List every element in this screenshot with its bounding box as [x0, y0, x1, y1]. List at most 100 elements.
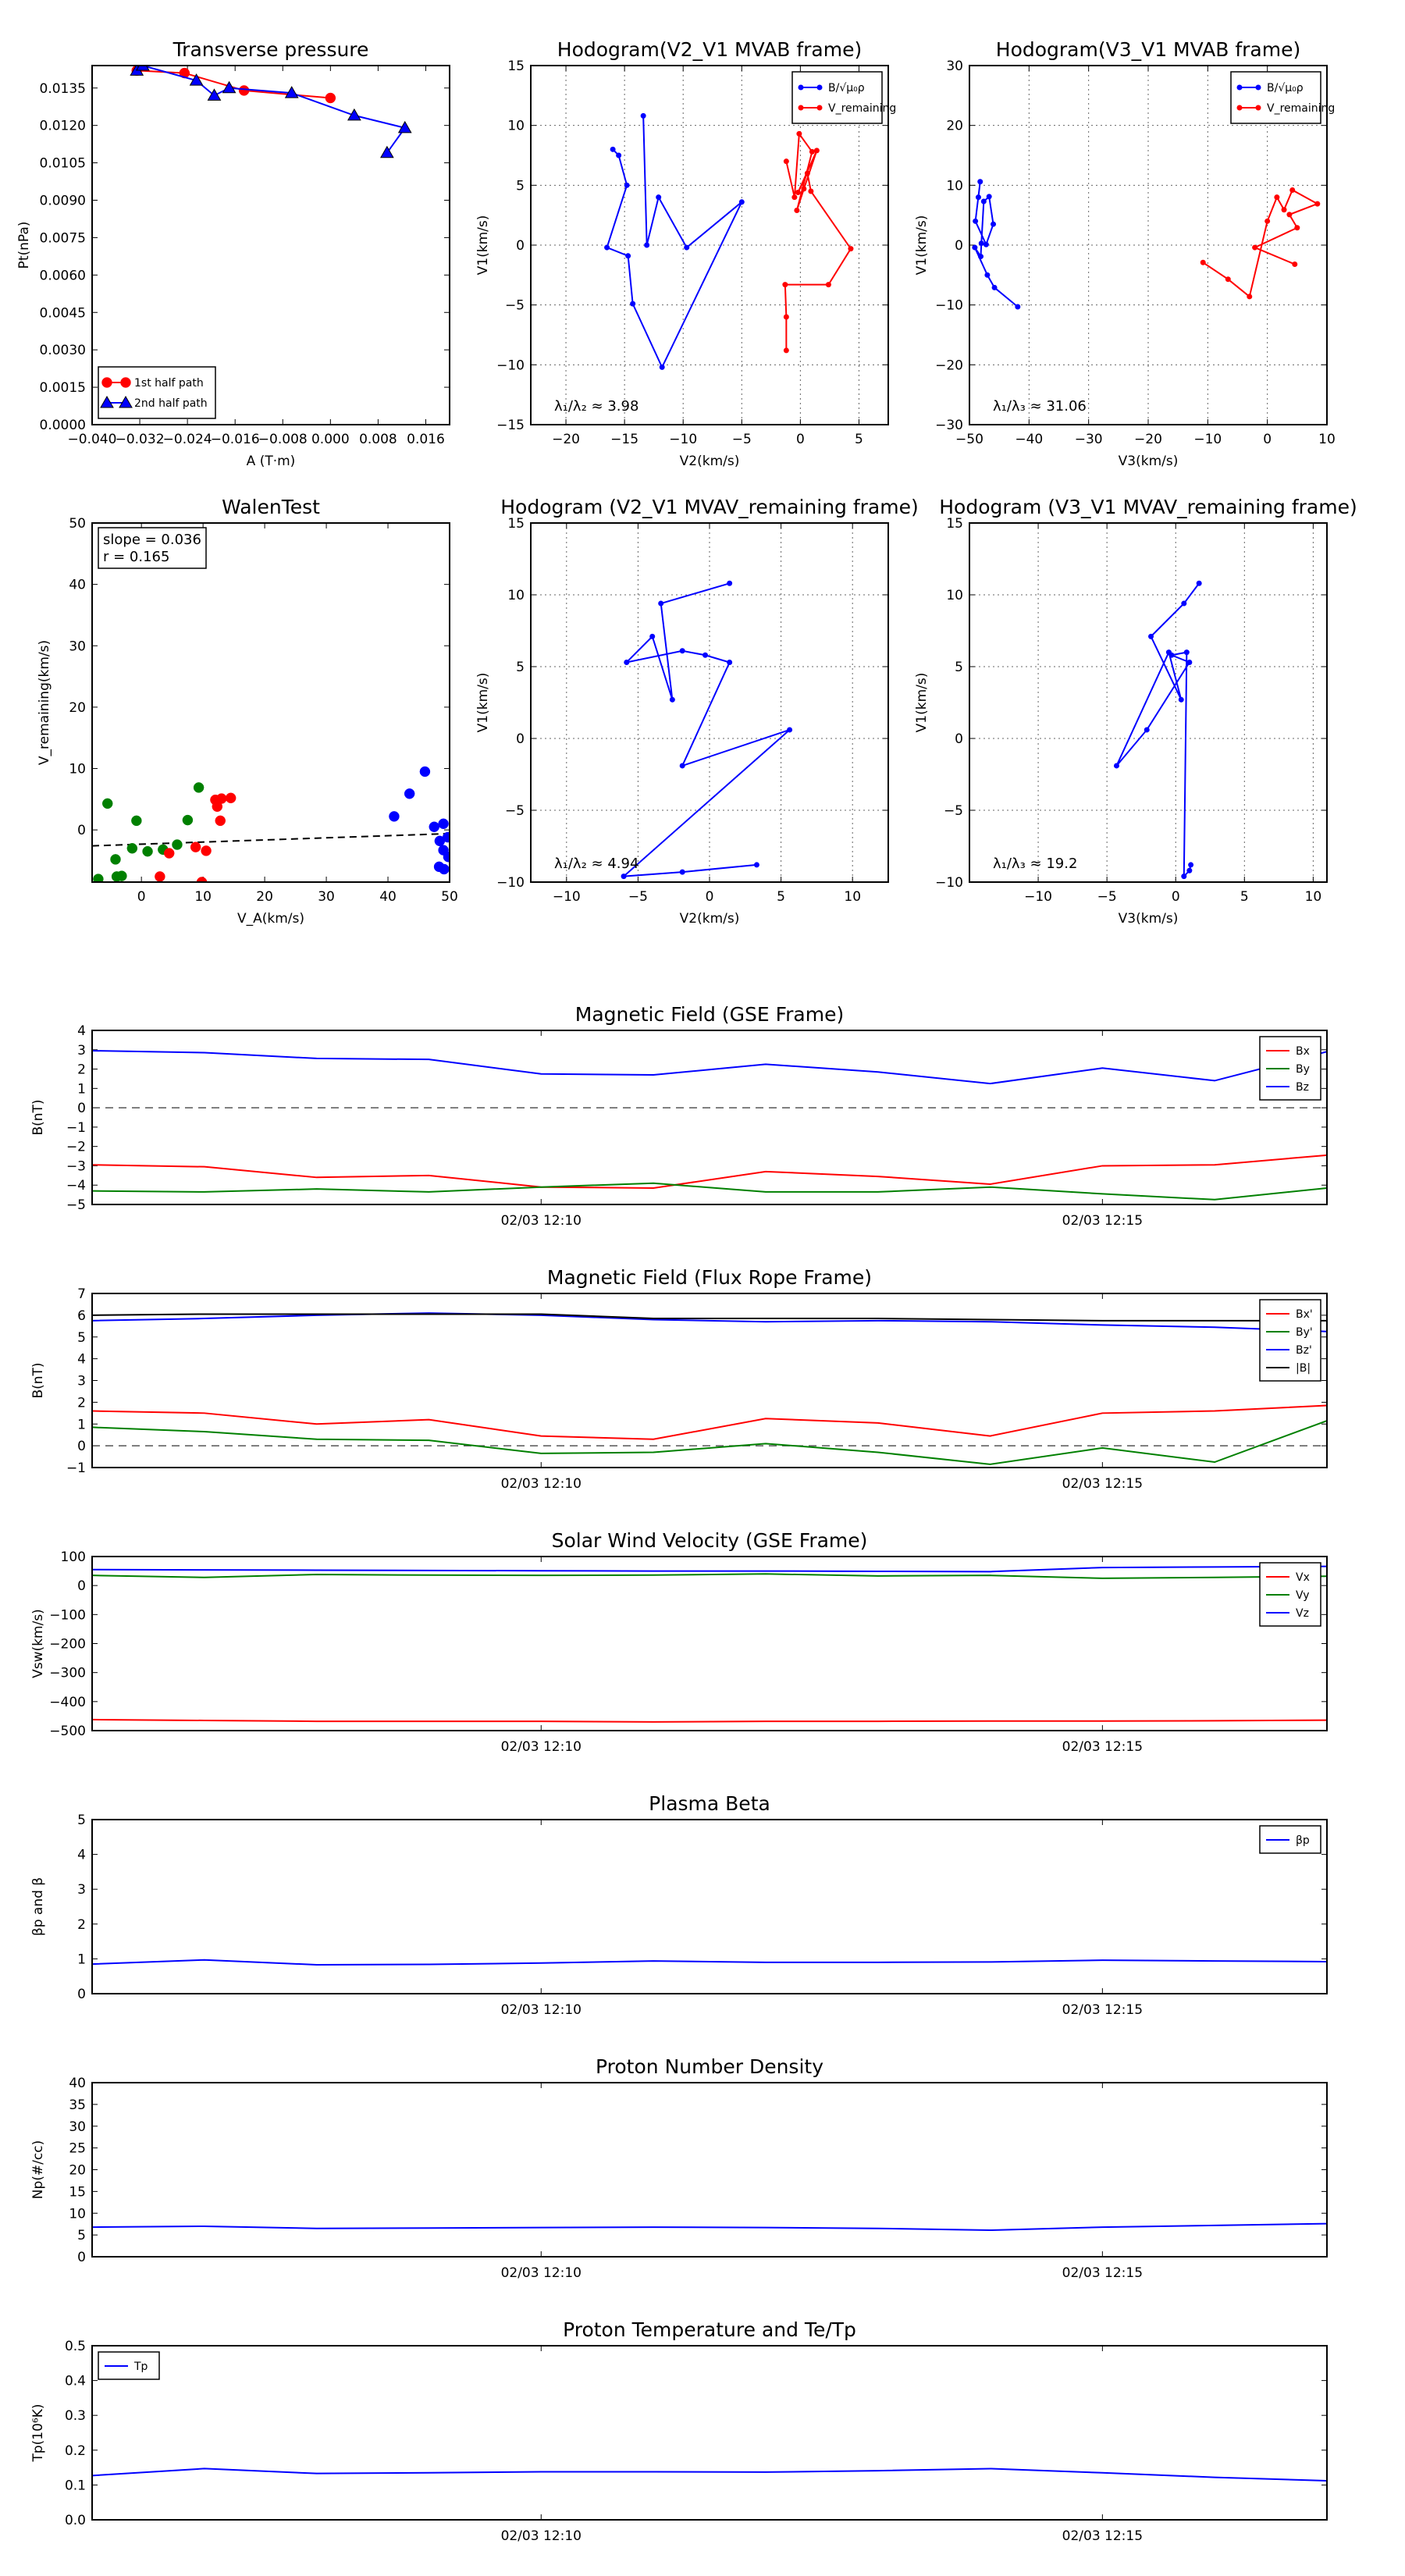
- y-tick-label: 1: [77, 1952, 86, 1967]
- y-tick-label: −1: [66, 1120, 86, 1136]
- x-tick-label: −0.032: [116, 432, 165, 447]
- data-point-1: [1264, 218, 1271, 224]
- data-point-2: [433, 861, 445, 873]
- series-line-0: [92, 1959, 1327, 1966]
- x-tick-label: 0.008: [359, 432, 397, 447]
- y-tick-label: 0: [955, 731, 963, 747]
- y-tick-label: −30: [935, 418, 963, 433]
- data-point-0: [973, 218, 979, 224]
- y-axis-label: Tp(10⁶K): [30, 2403, 46, 2462]
- panel-title: Hodogram(V3_V1 MVAB frame): [996, 38, 1300, 61]
- data-point-0: [669, 696, 675, 703]
- data-point-2: [443, 852, 450, 863]
- y-tick-label: −100: [49, 1607, 86, 1623]
- data-point-1: [783, 347, 789, 354]
- data-point-0: [1113, 763, 1119, 769]
- series-line-2: [92, 1312, 1327, 1332]
- legend: Tp: [98, 2351, 160, 2380]
- series-line-0: [92, 2467, 1327, 2482]
- x-tick-label: −0.008: [258, 432, 308, 447]
- legend-label: V_remaining: [828, 102, 896, 115]
- y-axis-label: V1(km/s): [914, 673, 930, 733]
- fit-line: [92, 832, 450, 847]
- x-axis-label: V2(km/s): [680, 454, 740, 469]
- y-tick-label: 2: [77, 1917, 86, 1933]
- y-axis-label: B(nT): [30, 1362, 46, 1398]
- data-point-1: [1274, 194, 1280, 201]
- y-tick-label: 20: [946, 119, 963, 134]
- y-tick-label: 0.0030: [40, 343, 86, 358]
- plot-area: [92, 1565, 1327, 1723]
- data-point-0: [640, 112, 646, 119]
- plot-frame: [530, 65, 889, 425]
- data-point-0: [986, 194, 992, 200]
- y-tick-label: 30: [946, 59, 963, 74]
- y-tick-label: 0.0135: [40, 81, 86, 97]
- y-axis-label: V1(km/s): [475, 673, 491, 733]
- legend-label: Bz: [1296, 1081, 1309, 1094]
- scatter-panel-4: Hodogram (V2_V1 MVAV_remaining frame) −10…: [475, 496, 919, 927]
- series-line-2: [92, 1565, 1327, 1573]
- y-tick-label: 0.0045: [40, 305, 86, 321]
- y-tick-label: 25: [69, 2141, 86, 2157]
- panel-title: Proton Number Density: [596, 2055, 823, 2078]
- data-point-0: [978, 240, 984, 247]
- data-point-0: [727, 659, 733, 665]
- legend-label: Vx: [1296, 1571, 1310, 1584]
- data-point-0: [110, 854, 121, 865]
- y-tick-label: 10: [69, 762, 86, 777]
- x-tick-label: 02/03 12:15: [1062, 1739, 1143, 1755]
- x-tick-label: 5: [777, 889, 785, 905]
- y-tick-label: 0.0075: [40, 230, 86, 246]
- panel-title: Hodogram (V2_V1 MVAV_remaining frame): [500, 496, 919, 518]
- time-panel-2: Solar Wind Velocity (GSE Frame) −500 −400 −…: [30, 1529, 1328, 1755]
- legend-label: By': [1296, 1326, 1313, 1339]
- plot-frame: [91, 2082, 1328, 2258]
- data-point-2: [389, 811, 400, 822]
- data-point-1: [825, 282, 831, 288]
- x-tick-label: 02/03 12:10: [501, 1739, 582, 1755]
- data-point-0: [984, 272, 991, 278]
- data-point-0: [1186, 867, 1193, 873]
- legend: Bx' By' Bz' |B|: [1259, 1299, 1321, 1382]
- data-point-1: [1292, 262, 1298, 268]
- series-line-1: [92, 1420, 1327, 1465]
- data-point-1: [1286, 212, 1293, 218]
- data-point-0: [972, 244, 978, 251]
- data-point-1: [808, 188, 814, 194]
- legend-box: [791, 71, 883, 124]
- y-axis-label: B(nT): [30, 1099, 46, 1135]
- y-tick-label: 0.0000: [40, 418, 86, 433]
- panel-title: Plasma Beta: [649, 1792, 770, 1815]
- legend: B/√μ₀ρ V_remaining: [791, 71, 896, 124]
- y-tick-label: 0.0: [65, 2513, 86, 2528]
- plot-frame: [969, 65, 1328, 425]
- y-tick-label: 10: [69, 2206, 86, 2222]
- y-axis-label: Pt(nPa): [16, 222, 32, 269]
- y-tick-label: 35: [69, 2097, 86, 2113]
- y-tick-label: 3: [77, 1882, 86, 1898]
- y-axis-label: Vsw(km/s): [30, 1609, 46, 1678]
- plot-frame: [91, 1293, 1328, 1468]
- x-tick-label: −0.024: [163, 432, 212, 447]
- panel-title: Transverse pressure: [173, 38, 369, 61]
- y-tick-label: −10: [935, 875, 963, 891]
- y-tick-label: 100: [61, 1550, 86, 1565]
- y-tick-label: 5: [516, 660, 525, 675]
- x-tick-label: −0.016: [211, 432, 260, 447]
- series-line-1: [136, 66, 407, 154]
- x-axis-label: V3(km/s): [1119, 911, 1179, 927]
- data-point-0: [604, 244, 610, 251]
- y-tick-label: 15: [946, 516, 963, 532]
- plot-area: [972, 179, 1321, 310]
- data-point-0: [1186, 659, 1193, 665]
- y-tick-label: 7: [77, 1286, 86, 1302]
- data-point-0: [980, 198, 987, 205]
- series-line-2: [92, 1050, 1327, 1085]
- data-point-0: [101, 798, 113, 809]
- data-point-0: [983, 241, 989, 247]
- data-point-1: [848, 246, 854, 252]
- y-tick-label: −10: [935, 298, 963, 314]
- y-tick-label: 0: [77, 1439, 86, 1454]
- panel-title: Hodogram (V3_V1 MVAV_remaining frame): [939, 496, 1357, 518]
